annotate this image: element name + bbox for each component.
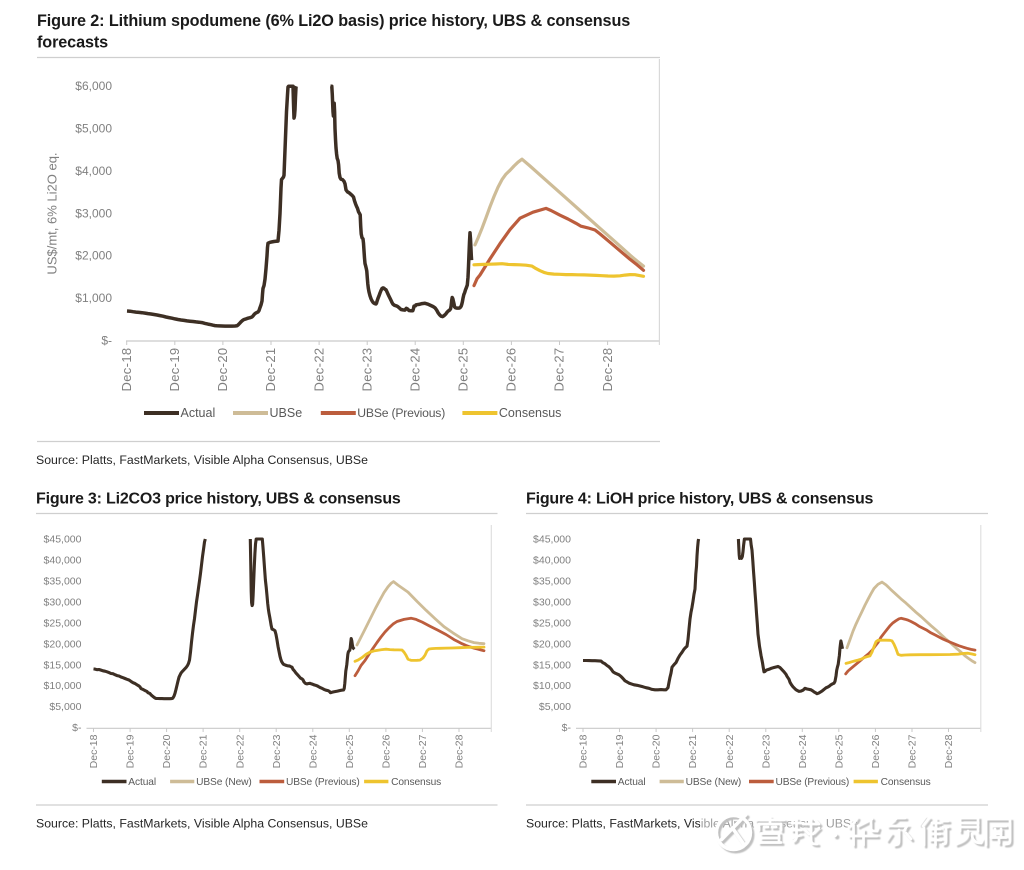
svg-text:$-: $-: [72, 722, 82, 734]
svg-text:$5,000: $5,000: [49, 701, 81, 713]
svg-text:Actual: Actual: [181, 406, 216, 420]
svg-text:$40,000: $40,000: [533, 555, 571, 567]
svg-text:UBSe (New): UBSe (New): [196, 777, 252, 788]
svg-text:$3,000: $3,000: [75, 206, 112, 220]
svg-text:$45,000: $45,000: [533, 534, 571, 546]
svg-text:$10,000: $10,000: [533, 680, 571, 692]
svg-text:$15,000: $15,000: [44, 659, 82, 671]
svg-text:$40,000: $40,000: [44, 555, 82, 567]
svg-text:$10,000: $10,000: [44, 680, 82, 692]
svg-text:Dec-19: Dec-19: [167, 348, 182, 392]
svg-text:Dec-24: Dec-24: [407, 348, 422, 392]
svg-text:UBSe: UBSe: [270, 406, 303, 420]
svg-text:Consensus: Consensus: [881, 777, 931, 788]
svg-text:Source: Platts, FastMarkets, V: Source: Platts, FastMarkets, Visible Alp…: [36, 817, 368, 831]
svg-text:Dec-23: Dec-23: [359, 348, 374, 392]
svg-text:Dec-28: Dec-28: [943, 734, 955, 768]
svg-text:US$/mt, 6% Li2O eq.: US$/mt, 6% Li2O eq.: [45, 152, 60, 274]
svg-text:Dec-27: Dec-27: [907, 734, 919, 768]
svg-text:UBSe (Previous): UBSe (Previous): [357, 406, 445, 420]
svg-text:$25,000: $25,000: [533, 617, 571, 629]
svg-text:$2,000: $2,000: [75, 249, 112, 263]
svg-text:Dec-23: Dec-23: [271, 734, 283, 768]
svg-text:$20,000: $20,000: [44, 638, 82, 650]
svg-text:Dec-27: Dec-27: [552, 348, 567, 392]
svg-text:Dec-25: Dec-25: [456, 348, 471, 392]
svg-text:Dec-26: Dec-26: [381, 734, 393, 768]
svg-text:$6,000: $6,000: [75, 79, 112, 93]
svg-text:Dec-21: Dec-21: [687, 734, 699, 768]
svg-text:Dec-22: Dec-22: [311, 348, 326, 392]
svg-text:Dec-25: Dec-25: [833, 734, 845, 768]
svg-text:Dec-20: Dec-20: [651, 734, 663, 768]
svg-text:$30,000: $30,000: [44, 597, 82, 609]
svg-text:UBSe (Previous): UBSe (Previous): [776, 777, 850, 788]
svg-text:Dec-18: Dec-18: [88, 734, 100, 768]
svg-text:Source: Platts, FastMarkets, V: Source: Platts, FastMarkets, Visible Alp…: [36, 453, 368, 467]
svg-text:$35,000: $35,000: [533, 576, 571, 588]
svg-text:$45,000: $45,000: [44, 534, 82, 546]
svg-text:Actual: Actual: [128, 777, 156, 788]
svg-text:UBSe (New): UBSe (New): [686, 777, 742, 788]
svg-text:Dec-23: Dec-23: [760, 734, 772, 768]
svg-text:$35,000: $35,000: [44, 576, 82, 588]
svg-text:$5,000: $5,000: [539, 701, 571, 713]
svg-text:UBSe (Previous): UBSe (Previous): [286, 777, 360, 788]
svg-text:Actual: Actual: [618, 777, 646, 788]
svg-text:Figure 3: Li2CO3 price history: Figure 3: Li2CO3 price history, UBS & co…: [36, 491, 401, 508]
svg-text:$30,000: $30,000: [533, 597, 571, 609]
svg-text:$20,000: $20,000: [533, 638, 571, 650]
svg-text:$-: $-: [101, 334, 112, 348]
svg-text:Dec-28: Dec-28: [600, 348, 615, 392]
svg-text:Dec-26: Dec-26: [870, 734, 882, 768]
svg-text:$25,000: $25,000: [44, 617, 82, 629]
svg-text:Dec-28: Dec-28: [454, 734, 466, 768]
svg-text:Dec-19: Dec-19: [125, 734, 137, 768]
svg-text:Consensus: Consensus: [499, 406, 562, 420]
svg-text:Dec-22: Dec-22: [724, 734, 736, 768]
svg-text:Dec-22: Dec-22: [234, 734, 246, 768]
svg-text:Dec-21: Dec-21: [263, 348, 278, 392]
svg-text:$5,000: $5,000: [75, 122, 112, 136]
svg-text:Dec-19: Dec-19: [614, 734, 626, 768]
svg-text:Dec-25: Dec-25: [344, 734, 356, 768]
svg-text:forecasts: forecasts: [37, 34, 108, 52]
svg-text:Figure 4: LiOH price history,: Figure 4: LiOH price history, UBS & cons…: [526, 491, 874, 508]
svg-text:Dec-26: Dec-26: [504, 348, 519, 392]
svg-text:Dec-18: Dec-18: [119, 348, 134, 392]
svg-text:$1,000: $1,000: [75, 291, 112, 305]
svg-text:Figure 2: Lithium spodumene (6: Figure 2: Lithium spodumene (6% Li2O bas…: [37, 12, 630, 30]
svg-text:$15,000: $15,000: [533, 659, 571, 671]
svg-text:$4,000: $4,000: [75, 164, 112, 178]
svg-text:Dec-20: Dec-20: [161, 734, 173, 768]
svg-text:Dec-18: Dec-18: [578, 734, 590, 768]
svg-text:Dec-27: Dec-27: [417, 734, 429, 768]
svg-text:Dec-24: Dec-24: [307, 734, 319, 768]
svg-text:Dec-24: Dec-24: [797, 734, 809, 768]
svg-text:Consensus: Consensus: [391, 777, 441, 788]
svg-text:Dec-21: Dec-21: [198, 734, 210, 768]
svg-text:$-: $-: [562, 722, 572, 734]
svg-text:Dec-20: Dec-20: [215, 348, 230, 392]
